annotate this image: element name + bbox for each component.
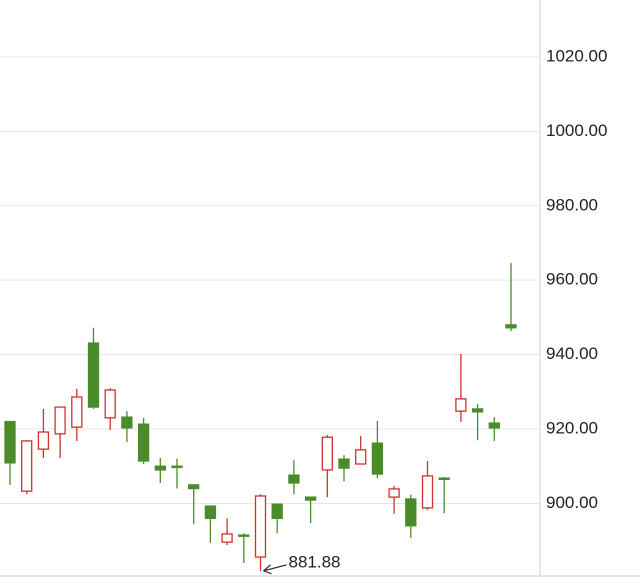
candle-body xyxy=(288,474,300,484)
candle-body xyxy=(21,440,33,492)
candle-body xyxy=(104,389,116,419)
candle-body xyxy=(71,396,83,428)
candle-body xyxy=(355,449,367,465)
candle-body xyxy=(137,423,150,462)
candle-body xyxy=(121,416,133,429)
candle-body xyxy=(254,495,267,558)
annotation-arrow xyxy=(263,564,287,575)
y-tick-label: 920.00 xyxy=(546,419,598,438)
candle-body xyxy=(321,436,333,471)
candle-body xyxy=(54,406,66,435)
candle-body xyxy=(438,477,450,480)
candle-body xyxy=(271,503,283,519)
candle-body xyxy=(154,465,166,471)
y-tick-label: 960.00 xyxy=(546,270,598,289)
candle-body xyxy=(505,324,517,329)
candle-body xyxy=(488,422,500,429)
y-tick-label: 900.00 xyxy=(546,493,598,512)
y-tick-label: 1000.00 xyxy=(546,121,607,140)
candle-body xyxy=(455,398,467,412)
candle-body xyxy=(338,458,350,469)
y-tick-label: 980.00 xyxy=(546,195,598,214)
candle-body xyxy=(221,533,233,543)
candle-body xyxy=(238,534,250,537)
candle-body xyxy=(421,475,434,509)
candle-body xyxy=(405,498,417,527)
candle-body xyxy=(188,484,200,490)
candle-body xyxy=(37,431,50,450)
candle-body xyxy=(171,465,183,469)
candle-body xyxy=(471,408,484,413)
candle-body xyxy=(304,496,317,501)
annotation: 881.88 xyxy=(289,552,341,571)
candle-body xyxy=(87,342,100,408)
y-tick-label: 940.00 xyxy=(546,344,598,363)
candle-body xyxy=(204,505,217,519)
candle-body xyxy=(4,420,16,464)
candle-body xyxy=(388,488,400,498)
y-tick-label: 1020.00 xyxy=(546,46,607,65)
candle-body xyxy=(371,442,384,475)
